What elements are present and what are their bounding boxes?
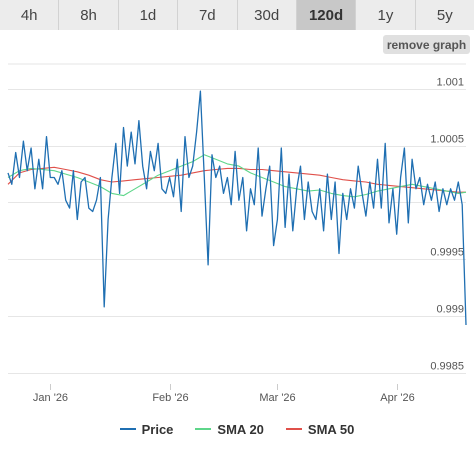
series-lines	[7, 90, 467, 326]
x-tick-label: Feb '26	[152, 392, 188, 404]
y-tick-label: 0.999	[436, 304, 464, 316]
tab-7d[interactable]: 7d	[178, 0, 238, 30]
grid-lines	[8, 63, 466, 374]
tab-1y[interactable]: 1y	[356, 0, 416, 30]
legend-swatch-sma-50	[285, 428, 302, 430]
tab-8h[interactable]: 8h	[59, 0, 119, 30]
x-tick-label: Jan '26	[33, 392, 68, 404]
series-line-sma-50	[7, 166, 466, 193]
x-tick-label: Mar '26	[259, 392, 295, 404]
tab-1d[interactable]: 1d	[118, 0, 179, 30]
legend-item-price[interactable]: Price	[119, 421, 174, 437]
series-line-price	[7, 90, 467, 326]
legend-label-price: Price	[141, 421, 174, 437]
chart-legend: Price SMA 20 SMA 50	[0, 418, 474, 440]
tab-4h[interactable]: 4h	[0, 0, 60, 30]
legend-label-sma-50: SMA 50	[307, 421, 355, 437]
legend-label-sma-20: SMA 20	[217, 421, 264, 437]
y-tick-label: 0.9985	[430, 361, 464, 373]
y-axis-ticks: 1.001 1.0005 0.9995 0.999 0.9985	[430, 77, 464, 373]
y-tick-label: 1.001	[436, 77, 464, 89]
x-axis-ticks: Jan '26 Feb '26 Mar '26 Apr '26	[33, 384, 415, 404]
tab-30d[interactable]: 30d	[237, 0, 297, 30]
tab-120d[interactable]: 120d	[296, 0, 357, 30]
legend-swatch-sma-20	[195, 428, 212, 430]
remove-graph-button[interactable]: remove graph	[383, 35, 470, 54]
x-tick-label: Apr '26	[380, 392, 415, 404]
y-tick-label: 1.0005	[430, 134, 464, 146]
price-chart: 1.001 1.0005 0.9995 0.999 0.9985 Jan '26 Feb …	[7, 63, 467, 404]
timeframe-tabs: 4h 8h 1d 7d 30d 120d 1y 5y	[0, 0, 474, 30]
legend-item-sma-20[interactable]: SMA 20	[195, 421, 264, 437]
tab-5y[interactable]: 5y	[415, 0, 474, 30]
legend-item-sma-50[interactable]: SMA 50	[285, 421, 355, 437]
y-tick-label: 0.9995	[430, 247, 464, 259]
legend-swatch-price	[119, 428, 136, 430]
